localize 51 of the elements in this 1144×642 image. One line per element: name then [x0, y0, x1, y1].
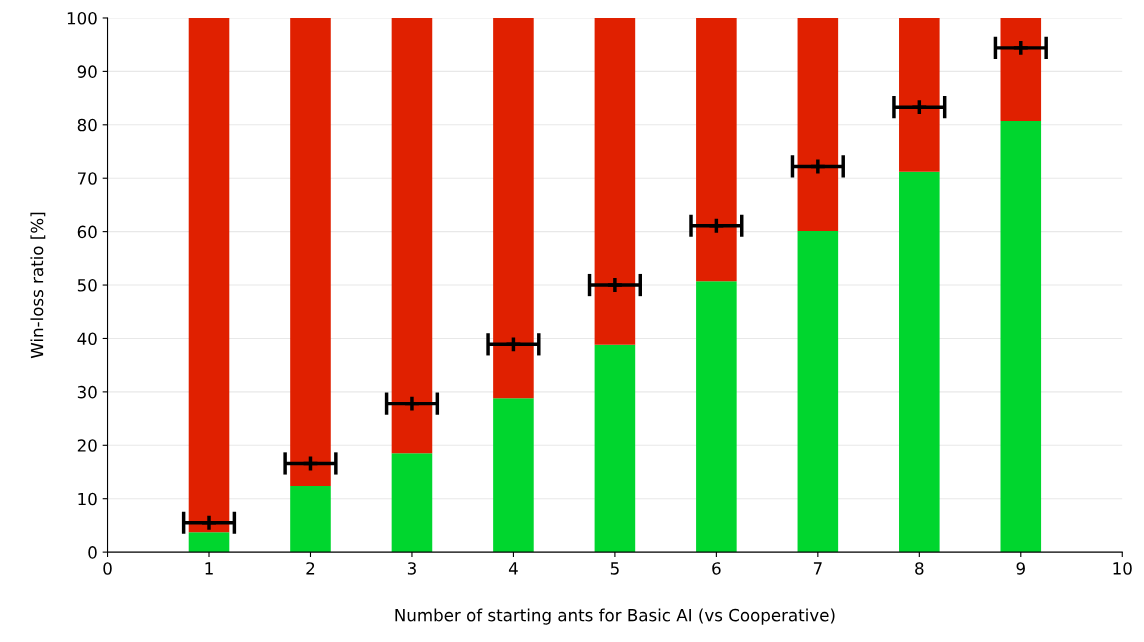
y-tick-label: 20 [77, 439, 97, 452]
point [910, 98, 928, 116]
x-tick-label: 6 [712, 562, 721, 575]
point [504, 335, 523, 354]
bar [493, 398, 534, 553]
point [403, 394, 421, 413]
bar [594, 344, 636, 553]
y-tick-label: 60 [77, 225, 97, 239]
bar [290, 485, 331, 553]
bar [188, 17, 230, 533]
x-tick-label: 10 [1113, 562, 1132, 575]
point [707, 217, 726, 235]
bar [391, 17, 433, 454]
y-axis-title: Win-loss ratio [%] [30, 212, 46, 359]
x-tick-label: 4 [508, 562, 518, 575]
point [301, 454, 320, 473]
y-tick-label: 0 [88, 546, 97, 559]
x-tick-label: 3 [407, 562, 416, 575]
x-tick-label: 5 [610, 562, 619, 575]
point [200, 514, 218, 532]
y-tick-label: 100 [67, 11, 97, 25]
bar [493, 17, 534, 399]
point [1012, 39, 1030, 57]
x-tick-label: 8 [915, 562, 924, 575]
x-tick-label: 7 [813, 562, 822, 575]
bar [391, 453, 433, 553]
y-tick-label: 90 [77, 65, 97, 78]
x-axis-title: Number of starting ants for Basic AI (vs Cooperative) [395, 608, 835, 625]
y-tick-label: 30 [77, 385, 97, 399]
bar [696, 17, 737, 282]
bar [696, 281, 737, 553]
y-tick-label: 50 [77, 279, 97, 292]
x-tick-label: 2 [306, 562, 315, 575]
bar [188, 532, 230, 553]
y-tick-label: 10 [78, 492, 97, 506]
bar [1000, 17, 1042, 122]
point [606, 276, 624, 294]
point [809, 157, 827, 176]
y-tick-label: 40 [77, 332, 97, 346]
bar [797, 17, 839, 232]
bar [899, 17, 940, 172]
bar [899, 171, 940, 553]
x-tick-label: 0 [103, 562, 112, 575]
x-tick-label: 1 [205, 562, 213, 575]
x-tick-label: 9 [1016, 562, 1025, 575]
bar [797, 231, 839, 553]
y-tick-label: 80 [77, 118, 97, 132]
bar [290, 17, 331, 486]
bar [1000, 121, 1042, 553]
y-tick-label: 70 [77, 172, 97, 185]
bar [594, 17, 636, 345]
